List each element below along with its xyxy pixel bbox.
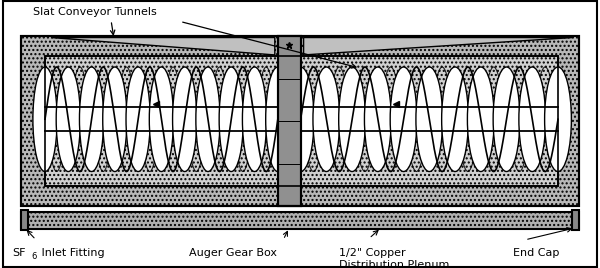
Ellipse shape	[242, 67, 266, 172]
Ellipse shape	[467, 67, 494, 172]
Ellipse shape	[493, 67, 520, 172]
Ellipse shape	[338, 67, 365, 172]
Ellipse shape	[442, 67, 469, 172]
Ellipse shape	[266, 67, 290, 172]
Ellipse shape	[173, 67, 197, 172]
Ellipse shape	[56, 67, 80, 172]
Text: SF: SF	[12, 248, 25, 258]
Bar	[21, 212, 579, 229]
Text: Auger Gear Box: Auger Gear Box	[189, 248, 277, 258]
Ellipse shape	[287, 67, 314, 172]
Polygon shape	[304, 38, 573, 55]
Ellipse shape	[79, 67, 104, 172]
Ellipse shape	[364, 67, 391, 172]
Polygon shape	[51, 38, 275, 55]
Ellipse shape	[196, 67, 220, 172]
Ellipse shape	[416, 67, 443, 172]
Text: Slat Conveyor Tunnels: Slat Conveyor Tunnels	[33, 8, 157, 17]
Bar	[45, 56, 558, 186]
Text: 6: 6	[32, 252, 37, 261]
Ellipse shape	[545, 67, 571, 172]
Ellipse shape	[390, 67, 417, 172]
Text: End Cap: End Cap	[513, 248, 559, 258]
Text: 1/2" Copper
Distribution Plenum: 1/2" Copper Distribution Plenum	[339, 248, 449, 268]
Ellipse shape	[219, 67, 244, 172]
Ellipse shape	[149, 67, 173, 172]
Ellipse shape	[126, 67, 150, 172]
Ellipse shape	[519, 67, 545, 172]
Bar	[278, 36, 301, 206]
Ellipse shape	[313, 67, 340, 172]
Bar	[21, 210, 28, 230]
Text: Inlet Fitting: Inlet Fitting	[38, 248, 105, 258]
Bar	[278, 36, 301, 206]
Bar	[45, 56, 558, 186]
Bar	[572, 210, 579, 230]
Bar	[21, 36, 579, 206]
Ellipse shape	[103, 67, 127, 172]
Ellipse shape	[33, 67, 57, 172]
Bar	[21, 36, 579, 206]
